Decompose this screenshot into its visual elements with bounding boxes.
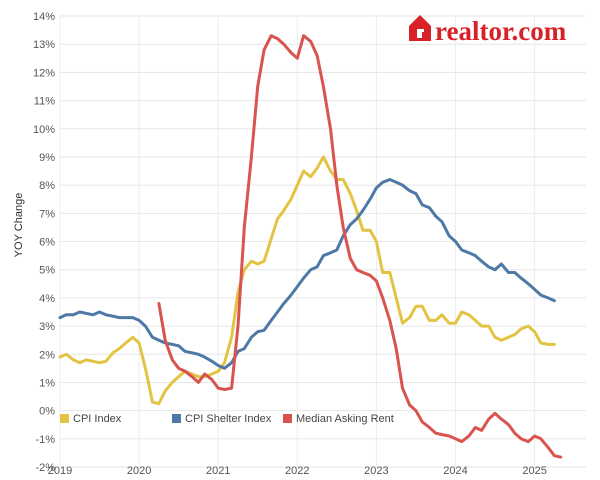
x-tick-label: 2023	[364, 465, 388, 477]
y-tick-label: 0%	[39, 406, 55, 418]
y-tick-label: -1%	[35, 434, 55, 446]
y-tick-label: 10%	[33, 124, 55, 136]
y-tick-label: 9%	[39, 152, 55, 164]
legend-swatch	[60, 414, 69, 423]
series-line-2	[58, 178, 556, 370]
series-line-1	[58, 155, 556, 406]
y-tick-label: 11%	[34, 96, 55, 108]
x-tick-label: 2022	[285, 465, 309, 477]
realtor-logo: realtor.com	[409, 15, 567, 46]
y-tick-label: 4%	[39, 293, 55, 305]
x-tick-label: 2021	[206, 465, 230, 477]
y-tick-label: 5%	[39, 265, 55, 277]
house-icon	[409, 15, 431, 41]
chart-gridlines	[59, 15, 586, 468]
x-tick-label: 2024	[443, 465, 467, 477]
y-tick-label: 8%	[39, 180, 55, 192]
x-axis-ticks: 2019 2020 2021 2022 2023 2024 2025	[48, 465, 547, 477]
legend-swatch	[172, 414, 181, 423]
y-tick-label: 12%	[33, 67, 55, 79]
y-tick-label: 1%	[39, 377, 55, 389]
logo-wordmark: realtor.com	[435, 16, 567, 46]
y-tick-label: 13%	[33, 39, 55, 51]
y-axis-ticks: -2% -1% 0% 1% 2% 3% 4% 5% 6% 7% 8% 9% 10% 11% 12% 13% 14…	[33, 11, 55, 474]
series-line-3	[157, 34, 563, 459]
y-tick-label: -2%	[35, 462, 55, 474]
y-tick-label: 7%	[39, 208, 55, 220]
y-tick-label: 3%	[39, 321, 55, 333]
chart-series-lines	[58, 34, 563, 459]
legend-label: Median Asking Rent	[296, 413, 394, 425]
legend-label: CPI Shelter Index	[185, 413, 272, 425]
y-tick-label: 2%	[39, 349, 55, 361]
legend-label: CPI Index	[73, 413, 122, 425]
chart-legend: CPI Index CPI Shelter Index Median Asking …	[60, 413, 394, 425]
x-tick-label: 2020	[127, 465, 151, 477]
y-tick-label: 14%	[33, 11, 55, 23]
y-tick-label: 6%	[39, 237, 55, 249]
y-axis-title: YOY Change	[13, 193, 25, 258]
x-tick-label: 2025	[522, 465, 546, 477]
legend-swatch	[283, 414, 292, 423]
x-tick-label: 2019	[48, 465, 72, 477]
